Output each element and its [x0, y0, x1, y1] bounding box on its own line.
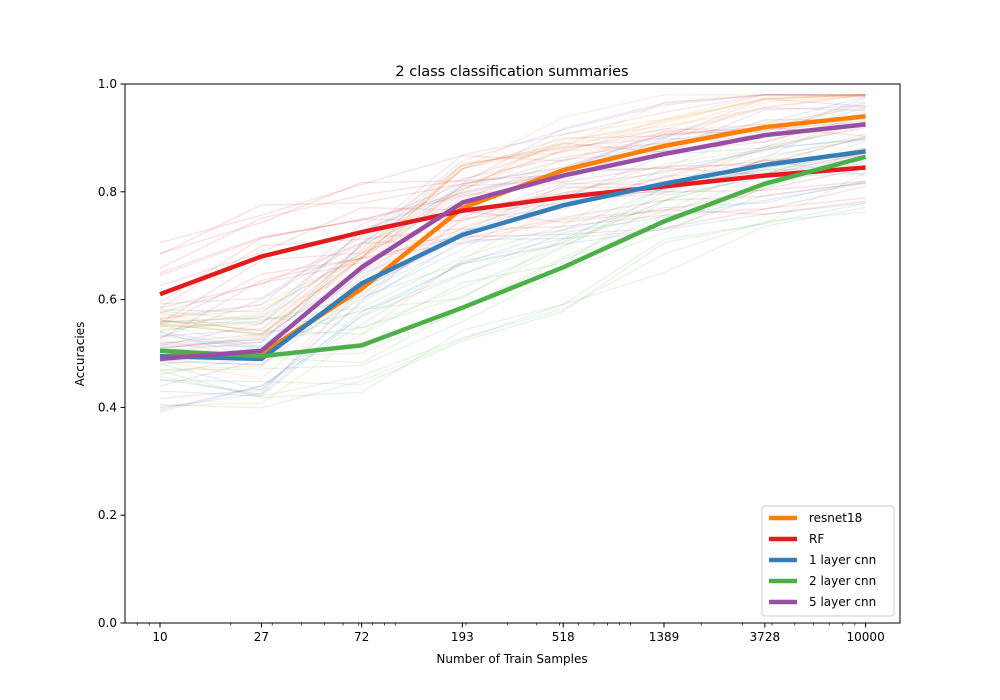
- x-tick-label: 72: [354, 630, 369, 644]
- mean-series-lines: [159, 114, 867, 362]
- run-line: [159, 95, 866, 313]
- run-line: [159, 182, 866, 413]
- run-line: [159, 115, 866, 254]
- run-line: [159, 202, 866, 411]
- series-line: [159, 122, 866, 362]
- legend-label: RF: [809, 532, 824, 546]
- run-line: [159, 172, 866, 399]
- series-line: [159, 165, 866, 297]
- series-line: [159, 154, 867, 359]
- x-axis: 10 27 72 193 518 1389 3728 10000: [136, 623, 885, 644]
- run-line: [159, 162, 866, 364]
- x-tick-label: 10: [152, 630, 167, 644]
- run-line: [159, 155, 866, 287]
- run-line: [159, 94, 866, 328]
- run-line: [159, 94, 866, 324]
- chart-title: 2 class classification summaries: [395, 64, 628, 80]
- run-line: [159, 133, 866, 332]
- run-line: [159, 118, 866, 269]
- run-line: [159, 161, 866, 371]
- run-line: [159, 108, 866, 331]
- x-axis-label: Number of Train Samples: [436, 652, 587, 666]
- run-line: [159, 180, 866, 397]
- series-line: [159, 149, 866, 362]
- run-line: [159, 206, 866, 409]
- x-tick-label: 518: [552, 630, 575, 644]
- y-tick-label: 0.6: [98, 293, 117, 307]
- run-line: [159, 151, 866, 277]
- run-line: [159, 211, 866, 397]
- run-line: [159, 105, 866, 346]
- run-line: [159, 101, 866, 321]
- run-line: [159, 127, 866, 366]
- run-line: [159, 112, 866, 344]
- run-line: [159, 115, 866, 335]
- legend-label: 5 layer cnn: [809, 595, 876, 609]
- run-line: [159, 172, 866, 392]
- y-tick-label: 1.0: [98, 77, 117, 91]
- run-line: [159, 94, 866, 320]
- plot-frame: [124, 83, 901, 624]
- run-line: [159, 95, 866, 350]
- run-line: [159, 159, 866, 400]
- run-line: [159, 185, 866, 340]
- run-line: [159, 94, 866, 335]
- y-axis: 0.0 0.2 0.4 0.6 0.8 1.0: [98, 77, 125, 630]
- run-line: [159, 94, 866, 318]
- x-tick-label: 3728: [750, 630, 781, 644]
- legend: resnet18 RF 1 layer cnn 2 layer cnn 5 layer …: [761, 505, 895, 617]
- legend-frame: [761, 505, 895, 617]
- run-line: [159, 94, 866, 339]
- y-tick-label: 0.4: [98, 400, 117, 414]
- run-line: [159, 125, 866, 380]
- y-axis-label: Accuracies: [73, 322, 87, 387]
- legend-label: resnet18: [809, 511, 862, 525]
- run-line: [159, 94, 866, 328]
- run-line: [159, 182, 866, 395]
- run-line: [159, 94, 866, 335]
- run-line: [159, 167, 866, 324]
- x-tick-label: 193: [451, 630, 474, 644]
- run-line: [159, 94, 866, 320]
- run-line: [159, 181, 866, 309]
- run-line: [159, 94, 866, 305]
- legend-label: 1 layer cnn: [809, 553, 876, 567]
- legend-label: 2 layer cnn: [809, 574, 876, 588]
- x-tick-label: 1389: [649, 630, 680, 644]
- run-line: [159, 94, 866, 332]
- run-line: [159, 147, 866, 407]
- run-line: [159, 202, 866, 386]
- y-tick-label: 0.8: [98, 185, 117, 199]
- run-line: [159, 200, 866, 327]
- x-tick-label: 27: [254, 630, 269, 644]
- x-tick-label: 10000: [847, 630, 885, 644]
- run-line: [159, 94, 866, 337]
- y-tick-label: 0.2: [98, 508, 117, 522]
- run-line: [159, 107, 866, 338]
- run-line: [159, 197, 866, 314]
- y-tick-label: 0.0: [98, 616, 117, 630]
- run-line: [159, 97, 866, 347]
